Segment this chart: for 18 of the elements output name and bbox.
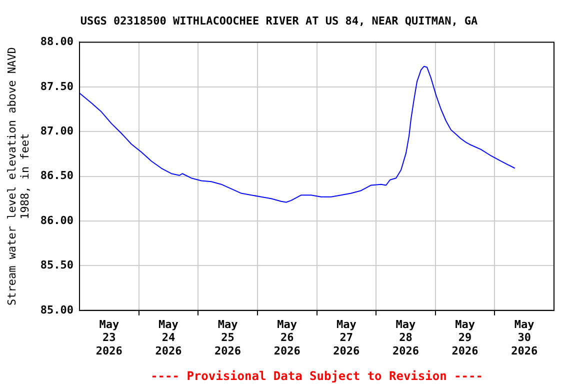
y-tick-label: 85.00 (40, 303, 74, 316)
x-tick-label: May 24 2026 (155, 318, 182, 358)
x-tick-label: May 23 2026 (96, 318, 123, 358)
y-tick-label: 88.00 (40, 35, 74, 48)
y-tick-label: 86.50 (40, 169, 74, 182)
y-tick-label: 85.50 (40, 258, 74, 272)
chart-title: USGS 02318500 WITHLACOOCHEE RIVER AT US 84, NEAR QUITMAN, GA (80, 14, 478, 28)
y-tick-label: 86.00 (40, 214, 74, 227)
x-tick-label: May 27 2026 (333, 318, 360, 358)
y-axis-title: Stream water level elevation above NAVD 1988, in feet (5, 47, 32, 306)
x-tick-label: May 30 2026 (511, 318, 538, 358)
text: ---- Provisional Data Subject to Revision ---- (150, 369, 483, 383)
x-tick-label: May 28 2026 (392, 318, 420, 358)
y-tick-label: 87.50 (40, 80, 74, 93)
y-tick-label: 87.00 (40, 124, 74, 138)
x-tick-label: May 26 2026 (274, 318, 301, 358)
x-tick-label: May 29 2026 (452, 318, 479, 358)
x-tick-label: May 25 2026 (214, 318, 242, 358)
